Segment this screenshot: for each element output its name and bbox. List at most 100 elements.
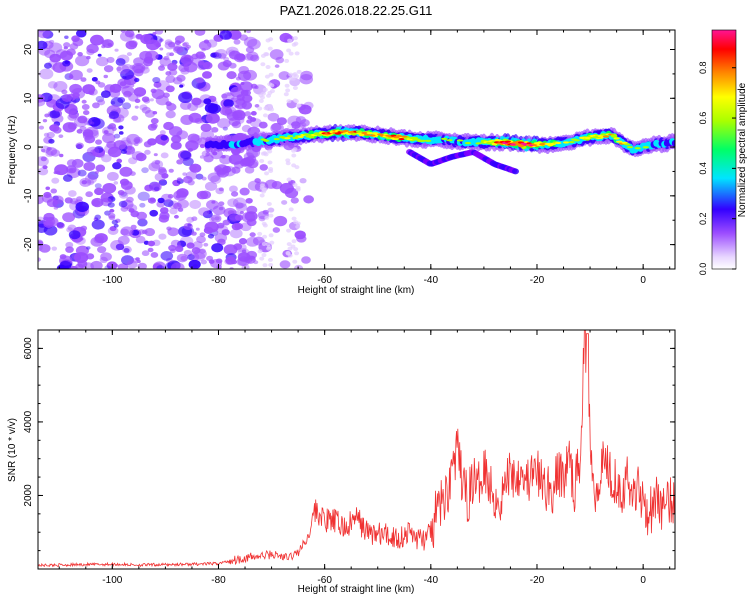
noise-blob bbox=[120, 30, 126, 33]
noise-blob bbox=[124, 30, 135, 38]
ridge-cell bbox=[624, 143, 631, 146]
noise-blob bbox=[239, 34, 248, 41]
noise-blob bbox=[222, 60, 232, 68]
ridge-cell bbox=[273, 137, 281, 141]
noise-blob bbox=[233, 99, 247, 110]
noise-blob bbox=[269, 240, 275, 245]
noise-blob bbox=[219, 154, 232, 165]
snr-x-tick-label: 0 bbox=[640, 575, 646, 586]
noise-blob bbox=[119, 31, 134, 42]
noise-blob bbox=[52, 195, 64, 205]
noise-blob bbox=[134, 105, 139, 109]
noise-blob bbox=[149, 98, 154, 102]
noise-blob bbox=[69, 265, 78, 269]
noise-blob bbox=[118, 200, 128, 208]
noise-blob bbox=[66, 159, 77, 167]
spectrogram-y-axis: -20 -10 0 10 20 bbox=[23, 44, 675, 270]
noise-blob bbox=[135, 33, 143, 39]
noise-blob bbox=[44, 49, 56, 59]
noise-blob bbox=[100, 90, 111, 99]
noise-blob bbox=[42, 165, 48, 170]
noise-blob bbox=[295, 224, 301, 229]
noise-blob bbox=[182, 157, 194, 166]
noise-blob bbox=[159, 57, 172, 67]
colorbar-tick-label: 0.0 bbox=[698, 263, 708, 276]
noise-blob bbox=[229, 228, 243, 239]
noise-blob bbox=[268, 213, 274, 218]
ridge-cell bbox=[504, 140, 511, 143]
noise-blob bbox=[226, 92, 232, 97]
noise-blob bbox=[119, 166, 133, 177]
noise-blob bbox=[41, 194, 53, 203]
noise-blob bbox=[102, 182, 117, 194]
colorbar: 0.0 0.2 0.4 0.6 0.8 Normalized spectral ampl… bbox=[698, 29, 748, 275]
noise-blob bbox=[169, 52, 175, 57]
noise-blob bbox=[288, 207, 294, 212]
noise-blob bbox=[259, 158, 265, 163]
noise-blob bbox=[143, 141, 152, 148]
noise-blob bbox=[209, 217, 215, 222]
noise-blob bbox=[67, 224, 77, 232]
ridge-cell bbox=[584, 136, 591, 140]
noise-blob bbox=[182, 42, 188, 47]
noise-blob bbox=[174, 35, 185, 44]
noise-blob bbox=[240, 82, 245, 86]
noise-blob bbox=[292, 36, 298, 41]
ridge-cell bbox=[602, 135, 610, 138]
noise-blob bbox=[46, 131, 55, 139]
noise-blob bbox=[222, 166, 236, 177]
noise-blob bbox=[85, 191, 93, 198]
colorbar-ticks: 0.0 0.2 0.4 0.6 0.8 bbox=[698, 61, 736, 275]
noise-blob bbox=[149, 197, 156, 202]
noise-blob bbox=[108, 111, 120, 119]
noise-blob bbox=[223, 244, 238, 255]
noise-blob bbox=[111, 219, 118, 225]
noise-blob bbox=[171, 135, 182, 144]
noise-blob bbox=[91, 219, 105, 230]
noise-blob bbox=[51, 246, 58, 251]
noise-blob bbox=[233, 39, 241, 45]
spectrogram-y-tick-label: -20 bbox=[23, 237, 34, 252]
noise-blob bbox=[61, 89, 68, 95]
noise-blob bbox=[137, 262, 147, 269]
noise-blob bbox=[167, 62, 178, 71]
ridge-cell bbox=[424, 139, 432, 142]
noise-blob bbox=[38, 167, 49, 176]
noise-blob bbox=[206, 112, 211, 116]
noise-blob bbox=[141, 96, 150, 103]
noise-blob bbox=[129, 171, 136, 176]
noise-blob bbox=[215, 224, 229, 235]
noise-blob bbox=[194, 30, 206, 36]
noise-blob bbox=[208, 259, 215, 264]
noise-blob bbox=[267, 103, 273, 108]
noise-blob bbox=[42, 118, 48, 123]
noise-blob bbox=[203, 98, 212, 105]
noise-blob bbox=[246, 250, 258, 260]
noise-blob bbox=[77, 169, 87, 177]
noise-blob bbox=[62, 174, 73, 182]
noise-blob bbox=[292, 259, 298, 264]
noise-blob bbox=[169, 248, 176, 254]
noise-blob bbox=[191, 216, 198, 222]
noise-blob bbox=[223, 99, 235, 108]
noise-blob bbox=[199, 119, 206, 124]
noise-blob bbox=[152, 110, 158, 115]
noise-blob bbox=[288, 51, 294, 56]
noise-blob bbox=[118, 125, 124, 130]
noise-blob bbox=[287, 253, 293, 258]
noise-blob bbox=[188, 259, 201, 269]
noise-blob bbox=[91, 77, 98, 82]
spectrogram-x-tick-label: -100 bbox=[102, 275, 122, 286]
noise-blob bbox=[147, 240, 156, 247]
noise-blob bbox=[72, 92, 80, 98]
noise-blob bbox=[205, 152, 211, 156]
noise-blob bbox=[38, 125, 45, 130]
noise-blob bbox=[54, 164, 69, 176]
noise-blob bbox=[135, 235, 146, 244]
ridge-cell bbox=[366, 131, 373, 135]
noise-blob bbox=[259, 95, 265, 100]
noise-blob bbox=[245, 46, 255, 54]
noise-blob bbox=[137, 218, 148, 227]
noise-blob bbox=[293, 247, 299, 252]
noise-blob bbox=[134, 77, 140, 83]
